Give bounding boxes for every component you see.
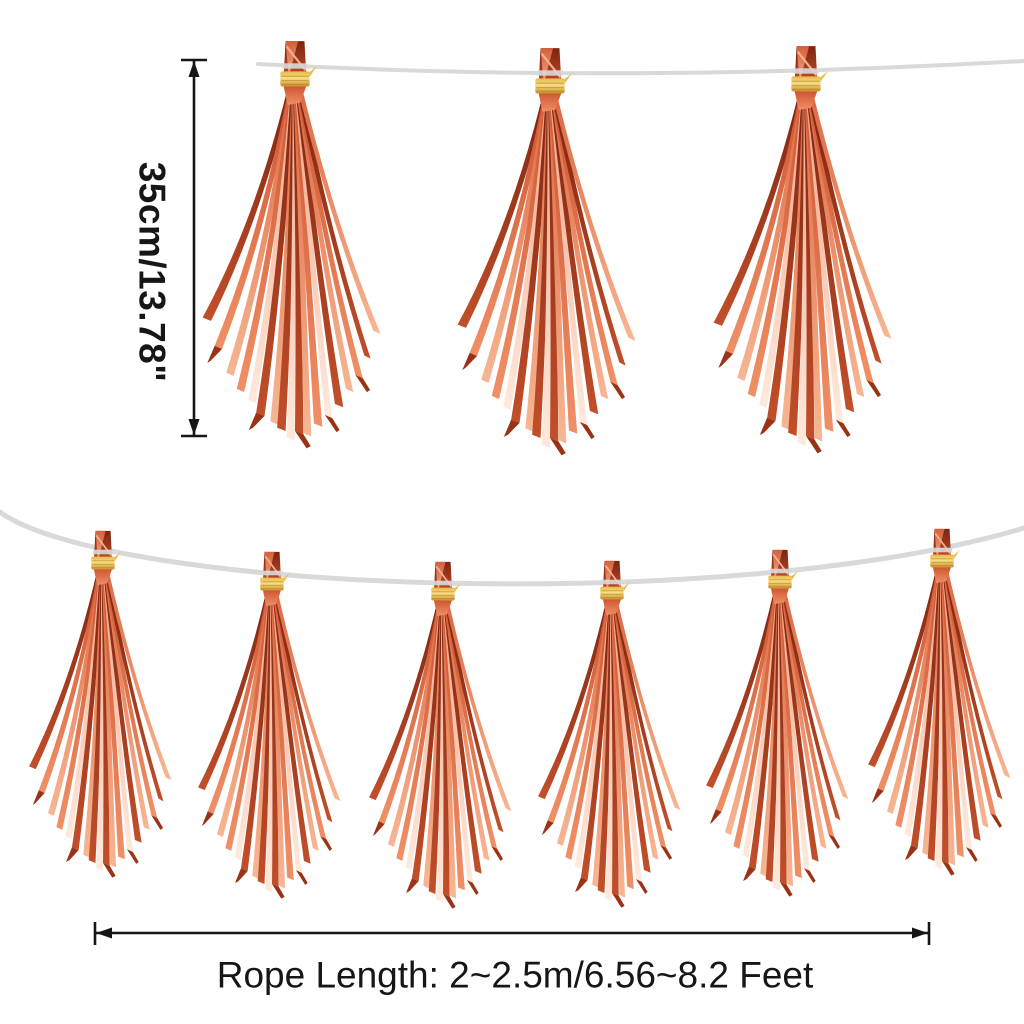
height-dimension-arrow <box>181 58 207 438</box>
tassel <box>705 548 850 898</box>
rope-length-label: Rope Length: 2~2.5m/6.56~8.2 Feet <box>216 954 814 996</box>
height-dimension-label: 35cm/13.78" <box>131 161 173 383</box>
tassel <box>867 527 1012 877</box>
garland-string <box>0 509 1024 587</box>
tassel-garlands <box>28 40 1012 910</box>
tassel <box>201 40 382 450</box>
garland-string <box>256 59 1024 76</box>
dimension-annotations <box>93 58 931 945</box>
rope-length-arrow <box>93 922 931 945</box>
tassel <box>197 550 342 900</box>
tassel <box>712 45 893 455</box>
tassel <box>368 560 513 910</box>
tassel <box>456 47 637 457</box>
tassel <box>537 559 682 909</box>
tassel <box>28 529 173 879</box>
